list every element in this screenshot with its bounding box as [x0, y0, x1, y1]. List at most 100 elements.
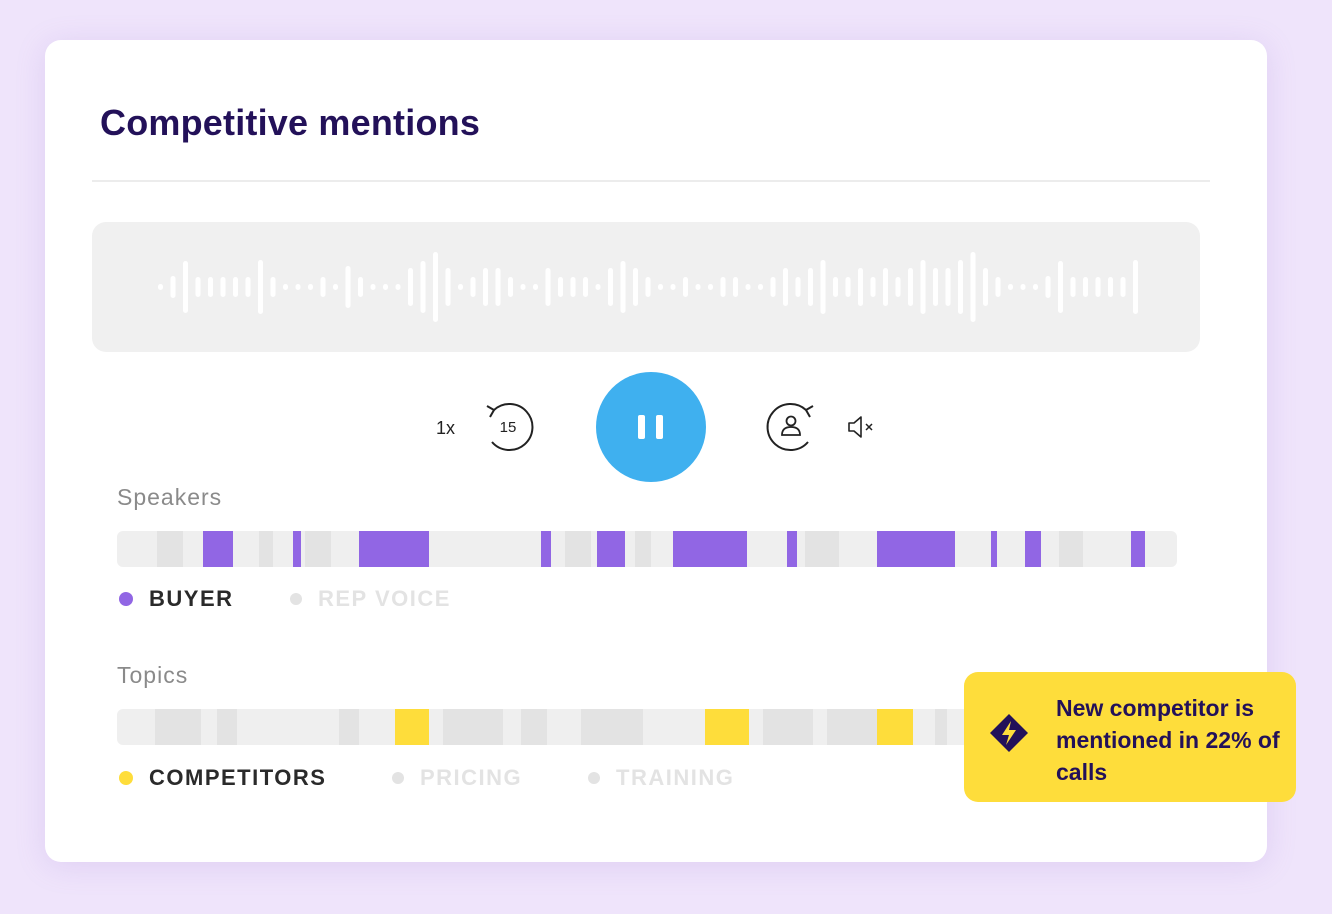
rewind-15-button[interactable]: 15 [482, 398, 538, 454]
waveform-bar [895, 277, 901, 297]
speaker-segment [1059, 531, 1083, 567]
waveform-bar [970, 252, 976, 322]
waveform-bar [545, 268, 551, 306]
waveform-bar [1095, 277, 1101, 297]
topic-segment [581, 709, 643, 745]
topic-segment [763, 709, 813, 745]
waveform-bar [308, 284, 313, 290]
topic-segment [877, 709, 913, 745]
waveform-bar [858, 268, 863, 306]
insight-callout: New competitor is mentioned in 22% of ca… [964, 672, 1296, 802]
waveform-bar [983, 268, 988, 306]
legend-buyer[interactable]: BUYER [119, 586, 234, 612]
rep-voice-dot [290, 593, 302, 605]
waveform-bar [270, 277, 276, 297]
speaker-timeline[interactable] [117, 531, 1177, 567]
waveform-bar [758, 284, 763, 290]
waveform-bar [783, 268, 788, 306]
topic-segment [935, 709, 947, 745]
waveform-bar [1045, 276, 1051, 298]
waveform-bar [345, 266, 351, 308]
waveform-bar [795, 277, 801, 297]
topic-segment [827, 709, 877, 745]
speaker-segment [1025, 531, 1041, 567]
waveform-bar [683, 277, 688, 297]
waveform-bar [1083, 277, 1088, 297]
waveform-bar [195, 277, 201, 297]
waveform-bar [820, 260, 826, 314]
waveform-bar [995, 277, 1001, 297]
waveform-bar [495, 268, 501, 306]
waveform-bar [733, 277, 738, 297]
waveform-bar [658, 284, 663, 290]
speaker-skip-icon [766, 403, 814, 452]
waveform-bar [170, 276, 176, 298]
training-dot [588, 772, 600, 784]
waveform-bar [595, 284, 601, 290]
waveform-bar [558, 277, 563, 297]
waveform-bar [933, 268, 938, 306]
waveform-bar [570, 277, 576, 297]
waveform-bar [295, 284, 301, 290]
waveform-bar [508, 277, 513, 297]
speaker-skip-button[interactable] [762, 398, 818, 454]
speaker-segment [541, 531, 551, 567]
legend-competitors-label: COMPETITORS [149, 765, 327, 790]
waveform-bar [433, 252, 438, 322]
waveform-bar [233, 277, 238, 297]
speaker-segment [259, 531, 273, 567]
competitors-dot [119, 771, 133, 785]
topic-segment [155, 709, 201, 745]
pricing-dot [392, 772, 404, 784]
waveform-bar [483, 268, 488, 306]
waveform-bar [620, 261, 626, 313]
topic-timeline[interactable] [117, 709, 1177, 745]
speaker-segment [203, 531, 233, 567]
topic-segment [705, 709, 749, 745]
waveform-bar [1108, 277, 1113, 297]
legend-pricing[interactable]: PRICING [392, 765, 522, 791]
waveform-bar [1120, 277, 1126, 297]
rewind-label: 15 [500, 419, 517, 436]
legend-competitors[interactable]: COMPETITORS [119, 765, 326, 791]
mute-button[interactable] [846, 414, 878, 440]
waveform-bar [608, 268, 613, 306]
waveform-bar [445, 268, 451, 306]
waveform-bar [358, 277, 363, 297]
waveform [158, 252, 1138, 322]
waveform-bar [158, 284, 163, 290]
legend-training[interactable]: TRAINING [588, 765, 734, 791]
muted-speaker-icon [848, 416, 873, 438]
callout-text: New competitor is mentioned in 22% of ca… [1056, 695, 1280, 785]
waveform-bar [245, 277, 251, 297]
waveform-bar [383, 284, 388, 290]
waveform-panel[interactable] [92, 222, 1200, 352]
waveform-bar [645, 277, 651, 297]
legend-rep-voice-label: REP VOICE [318, 586, 451, 611]
legend-rep-voice[interactable]: REP VOICE [290, 586, 451, 612]
waveform-bar [920, 260, 926, 314]
waveform-bar [533, 284, 538, 290]
lightning-diamond-icon [990, 714, 1028, 752]
waveform-bar [870, 277, 876, 297]
legend-training-label: TRAINING [616, 765, 735, 790]
rewind-icon: 15 [486, 403, 534, 452]
waveform-bar [708, 284, 713, 290]
speaker-segment [805, 531, 839, 567]
legend-buyer-label: BUYER [149, 586, 234, 611]
topic-segment [339, 709, 359, 745]
waveform-bar [470, 277, 476, 297]
card-title: Competitive mentions [100, 102, 481, 143]
speaker-segment [787, 531, 797, 567]
speaker-segment [673, 531, 747, 567]
waveform-bar [883, 268, 888, 306]
waveform-bar [670, 284, 676, 290]
pause-button[interactable] [596, 372, 706, 482]
speaker-segment [293, 531, 301, 567]
waveform-bar [220, 277, 226, 297]
pause-icon [638, 415, 645, 439]
waveform-bar [945, 268, 951, 306]
playback-speed-button[interactable]: 1x [436, 418, 456, 438]
waveform-bar [1133, 260, 1138, 314]
legend-pricing-label: PRICING [420, 765, 523, 790]
